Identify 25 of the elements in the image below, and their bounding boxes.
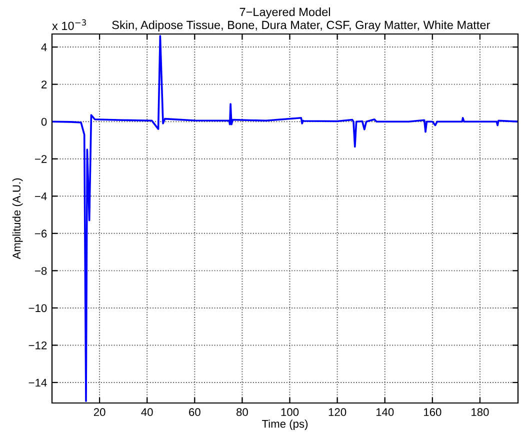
y-tick-label: 2 xyxy=(42,80,47,88)
y-tick-label: −14 xyxy=(28,378,47,387)
x-tick-label: 80 xyxy=(236,408,248,416)
y-tick-label: −4 xyxy=(35,192,47,200)
text: x 10$^{−3}$ xyxy=(52,19,86,30)
x-tick-label: 40 xyxy=(141,408,153,416)
chart-subtitle: Skin, Adipose Tissue, Bone, Dura Mater, CSF, Gray Matter, White Matter xyxy=(112,20,490,32)
line-series xyxy=(52,34,518,402)
x-tick-label: 20 xyxy=(94,408,106,416)
x-tick-label: 100 xyxy=(281,408,299,416)
y-tick-label: 0 xyxy=(41,118,47,126)
y-tick-label: 4 xyxy=(41,43,47,52)
y-tick-label: −10 xyxy=(28,304,47,312)
x-axis-title: Time (ps) xyxy=(262,420,308,430)
y-tick-label: −8 xyxy=(35,266,47,275)
y-tick-label: −12 xyxy=(28,341,47,350)
x-tick-label: 140 xyxy=(376,408,394,416)
y-axis-title: Amplitude (A.U.) xyxy=(12,178,23,260)
y-tick-label: −2 xyxy=(35,155,47,163)
chart-title: 7−Layered Model xyxy=(240,8,330,18)
x-tick-label: 60 xyxy=(189,408,200,416)
x-tick-label: 120 xyxy=(328,408,346,416)
y-tick-label: −6 xyxy=(35,230,47,238)
x-tick-label: 160 xyxy=(424,408,442,416)
x-tick-label: 180 xyxy=(472,408,489,416)
